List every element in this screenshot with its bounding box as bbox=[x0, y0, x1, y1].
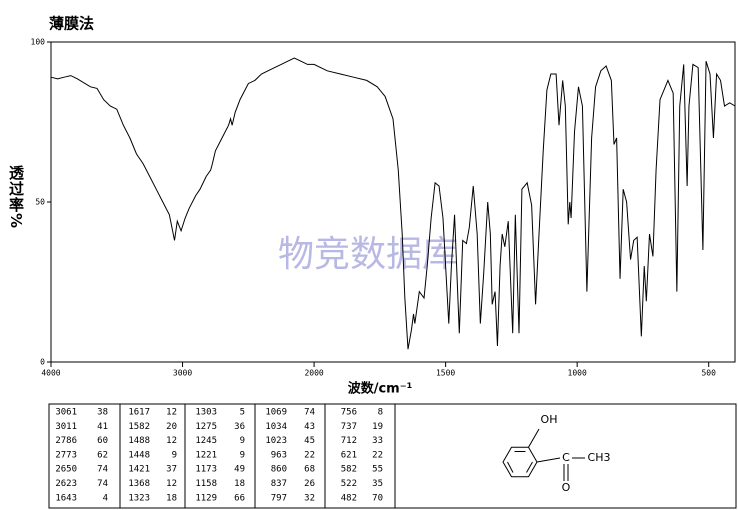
wavenumber: 1221 bbox=[195, 450, 217, 460]
transmittance: 36 bbox=[234, 422, 245, 432]
transmittance: 38 bbox=[97, 408, 108, 418]
wavenumber: 1275 bbox=[195, 422, 217, 432]
transmittance: 5 bbox=[240, 408, 245, 418]
wavenumber: 522 bbox=[341, 479, 357, 489]
wavenumber: 1421 bbox=[128, 465, 150, 475]
x-tick-label: 1000 bbox=[568, 369, 587, 378]
table-frame bbox=[48, 403, 737, 509]
transmittance: 55 bbox=[372, 465, 383, 475]
transmittance: 12 bbox=[166, 408, 177, 418]
transmittance: 4 bbox=[103, 493, 108, 503]
x-tick-label: 4000 bbox=[41, 369, 60, 378]
table-dividers bbox=[119, 404, 396, 508]
transmittance: 60 bbox=[97, 436, 108, 446]
transmittance: 8 bbox=[378, 408, 383, 418]
transmittance: 33 bbox=[372, 436, 383, 446]
wavenumber: 2650 bbox=[55, 465, 77, 475]
transmittance: 68 bbox=[304, 465, 315, 475]
x-tick-label: 500 bbox=[701, 369, 716, 378]
x-axis-label: 波数/cm⁻¹ bbox=[348, 381, 413, 397]
transmittance: 66 bbox=[234, 493, 245, 503]
molecule-label: O bbox=[562, 481, 571, 494]
wavenumber: 3011 bbox=[55, 422, 77, 432]
x-tick-label: 3000 bbox=[173, 369, 192, 378]
molecule-label: OH bbox=[541, 413, 558, 426]
wavenumber: 582 bbox=[341, 465, 357, 475]
wavenumber: 1034 bbox=[265, 422, 287, 432]
transmittance: 22 bbox=[304, 450, 315, 460]
wavenumber: 963 bbox=[271, 450, 287, 460]
transmittance: 41 bbox=[97, 422, 108, 432]
transmittance: 12 bbox=[166, 479, 177, 489]
transmittance: 37 bbox=[166, 465, 177, 475]
molecule-label: CH3 bbox=[588, 451, 611, 464]
wavenumber: 1582 bbox=[128, 422, 150, 432]
molecule-bonds bbox=[502, 428, 585, 481]
wavenumber: 1643 bbox=[55, 493, 77, 503]
wavenumber: 1488 bbox=[128, 436, 150, 446]
transmittance: 49 bbox=[234, 465, 245, 475]
wavenumber: 1023 bbox=[265, 436, 287, 446]
transmittance: 18 bbox=[234, 479, 245, 489]
transmittance: 12 bbox=[166, 436, 177, 446]
y-tick-label: 0 bbox=[40, 358, 45, 367]
wavenumber: 1448 bbox=[128, 450, 150, 460]
transmittance: 43 bbox=[304, 422, 315, 432]
molecule-label: C bbox=[562, 451, 570, 464]
x-tick-label: 2000 bbox=[304, 369, 323, 378]
y-axis-label: 透过率% bbox=[7, 165, 25, 230]
wavenumber: 621 bbox=[341, 450, 357, 460]
wavenumber: 1323 bbox=[128, 493, 150, 503]
wavenumber: 1303 bbox=[195, 408, 217, 418]
transmittance: 35 bbox=[372, 479, 383, 489]
wavenumber: 860 bbox=[271, 465, 287, 475]
x-tick-label: 1500 bbox=[436, 369, 455, 378]
wavenumber: 756 bbox=[341, 408, 357, 418]
transmittance: 22 bbox=[372, 450, 383, 460]
watermark: 物竞数据库 bbox=[278, 234, 458, 275]
wavenumber: 737 bbox=[341, 422, 357, 432]
wavenumber: 712 bbox=[341, 436, 357, 446]
wavenumber: 2773 bbox=[55, 450, 77, 460]
transmittance: 20 bbox=[166, 422, 177, 432]
wavenumber: 1617 bbox=[128, 408, 150, 418]
wavenumber: 2623 bbox=[55, 479, 77, 489]
wavenumber: 2786 bbox=[55, 436, 77, 446]
transmittance: 70 bbox=[372, 493, 383, 503]
wavenumber: 1069 bbox=[265, 408, 287, 418]
transmittance: 74 bbox=[304, 408, 315, 418]
transmittance: 74 bbox=[97, 479, 108, 489]
transmittance: 19 bbox=[372, 422, 383, 432]
wavenumber: 482 bbox=[341, 493, 357, 503]
y-tick-label: 100 bbox=[31, 38, 46, 47]
transmittance: 18 bbox=[166, 493, 177, 503]
wavenumber: 1129 bbox=[195, 493, 217, 503]
transmittance: 45 bbox=[304, 436, 315, 446]
chart-title: 薄膜法 bbox=[49, 15, 94, 33]
wavenumber: 3061 bbox=[55, 408, 77, 418]
y-tick-label: 50 bbox=[35, 198, 45, 207]
transmittance: 26 bbox=[304, 479, 315, 489]
spectrum-line bbox=[50, 57, 736, 350]
transmittance: 74 bbox=[97, 465, 108, 475]
wavenumber: 1368 bbox=[128, 479, 150, 489]
wavenumber: 1245 bbox=[195, 436, 217, 446]
wavenumber: 837 bbox=[271, 479, 287, 489]
transmittance: 9 bbox=[172, 450, 177, 460]
transmittance: 9 bbox=[240, 450, 245, 460]
wavenumber: 797 bbox=[271, 493, 287, 503]
wavenumber: 1158 bbox=[195, 479, 217, 489]
transmittance: 62 bbox=[97, 450, 108, 460]
wavenumber: 1173 bbox=[195, 465, 217, 475]
transmittance: 32 bbox=[304, 493, 315, 503]
plot-frame bbox=[50, 41, 736, 363]
transmittance: 9 bbox=[240, 436, 245, 446]
